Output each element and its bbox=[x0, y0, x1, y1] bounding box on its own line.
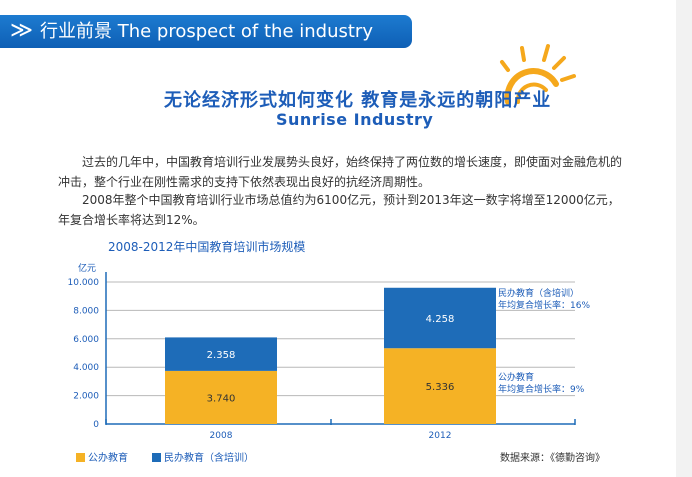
slogan-english: Sunrise Industry bbox=[276, 110, 434, 129]
legend-label-private: 民办教育（含培训） bbox=[164, 453, 254, 464]
intro-paragraph: 过去的几年中，中国教育培训行业发展势头良好，始终保持了两位数的增长速度，即使面对… bbox=[58, 155, 623, 189]
data-label: 3.740 bbox=[207, 393, 236, 404]
slogan-chinese: 无论经济形式如何变化 教育是永远的朝阳产业 bbox=[164, 90, 552, 111]
legend-item-private: 民办教育（含培训） bbox=[152, 449, 254, 464]
data-label: 5.336 bbox=[426, 382, 455, 393]
legend-swatch-public bbox=[76, 453, 85, 462]
legend-item-public: 公办教育 bbox=[76, 449, 128, 464]
bar-2008-series-0 bbox=[165, 370, 277, 424]
bar-2008-series-1 bbox=[165, 337, 277, 371]
y-tick-label: 10.000 bbox=[68, 278, 100, 288]
growth-annotation-line2: 年均复合增长率：9% bbox=[498, 383, 585, 395]
data-source: 数据来源：《德勤咨询》 bbox=[500, 453, 605, 464]
chart-title: 2008-2012年中国教育培训市场规模 bbox=[108, 240, 306, 254]
x-tick-label: 2008 bbox=[210, 431, 233, 441]
market-paragraph: 2008年整个中国教育培训行业市场总值约为6100亿元，预计到2013年这一数字… bbox=[58, 193, 620, 227]
y-tick-label: 4.000 bbox=[73, 363, 99, 373]
legend-swatch-private bbox=[152, 453, 161, 462]
section-header: ≫ 行业前景 The prospect of the industry bbox=[0, 15, 412, 48]
growth-annotation-line1: 民办教育（含培训） bbox=[498, 287, 579, 299]
legend-label-public: 公办教育 bbox=[88, 453, 128, 464]
data-label: 2.358 bbox=[207, 350, 236, 361]
bar-2012-series-1 bbox=[384, 287, 496, 349]
section-title: 行业前景 The prospect of the industry bbox=[40, 21, 373, 42]
bar-2012-series-0 bbox=[384, 348, 496, 424]
x-tick-label: 2012 bbox=[429, 431, 452, 441]
y-tick-label: 8.000 bbox=[73, 306, 99, 316]
y-axis-unit: 亿元 bbox=[78, 262, 96, 274]
growth-annotation-line1: 公办教育 bbox=[498, 371, 534, 383]
page-edge bbox=[676, 0, 692, 477]
growth-annotation-line2: 年均复合增长率：16% bbox=[498, 299, 590, 311]
y-tick-label: 0 bbox=[93, 420, 99, 430]
y-tick-label: 6.000 bbox=[73, 335, 99, 345]
y-tick-label: 2.000 bbox=[73, 392, 99, 402]
data-label: 4.258 bbox=[426, 314, 455, 325]
sun-icon bbox=[500, 44, 576, 105]
